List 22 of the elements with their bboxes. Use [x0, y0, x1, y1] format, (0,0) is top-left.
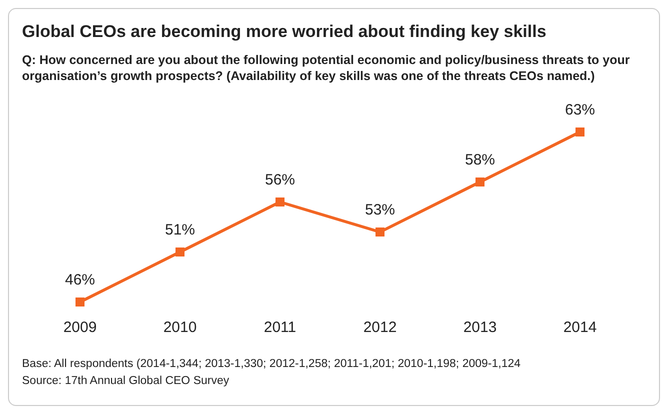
x-tick-label: 2012 [363, 319, 397, 336]
point [376, 228, 384, 236]
x-tick-label: 2013 [463, 319, 497, 336]
chart-subtitle: Q: How concerned are you about the following potential economic and policy/business threats to your organisation’s growth prospects? (Availability of key skills was one of the threats CEOs named.) [22, 52, 631, 84]
point [176, 248, 184, 256]
x-tick-label: 2011 [264, 319, 296, 336]
data-label: 56% [264, 172, 296, 188]
text: Base: All respondents (2014-1,344; 2013-1,330; 2012-1,258; 2011-1,201; 2010-1,198; 2009-1,124 [22, 357, 521, 372]
data-label: 63% [564, 102, 596, 118]
chart-title: Global CEOs are becoming more worried about finding key skills [22, 22, 546, 42]
point [276, 198, 284, 206]
x-tick-label: 2009 [63, 319, 97, 336]
data-label: 51% [164, 222, 196, 238]
data-label: 58% [464, 152, 496, 168]
data-label: 46% [64, 272, 96, 288]
x-tick-label: 2014 [563, 319, 597, 336]
data-label: 53% [364, 202, 396, 218]
x-tick-label: 2010 [163, 319, 197, 336]
point [476, 178, 484, 186]
point [576, 128, 584, 136]
source-note: Source: 17th Annual Global CEO Survey [22, 374, 230, 389]
point [76, 298, 84, 306]
